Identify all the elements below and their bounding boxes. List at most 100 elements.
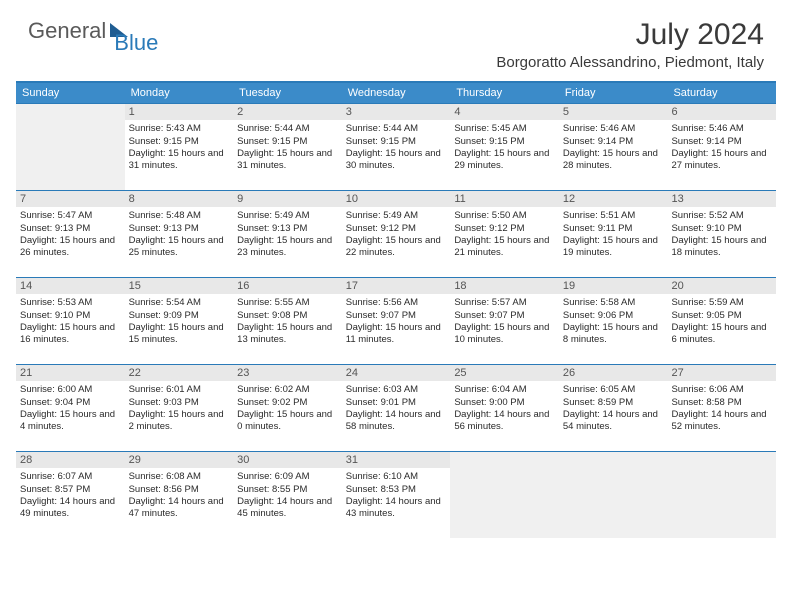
day-details: Sunrise: 5:48 AMSunset: 9:13 PMDaylight:… <box>129 210 230 259</box>
day-details: Sunrise: 6:03 AMSunset: 9:01 PMDaylight:… <box>346 384 447 433</box>
day-details: Sunrise: 5:49 AMSunset: 9:13 PMDaylight:… <box>237 210 338 259</box>
day-cell: 28 Sunrise: 6:07 AMSunset: 8:57 PMDayligh… <box>16 452 125 538</box>
day-details: Sunrise: 5:53 AMSunset: 9:10 PMDaylight:… <box>20 297 121 346</box>
day-number: 31 <box>342 452 451 468</box>
day-cell: 24 Sunrise: 6:03 AMSunset: 9:01 PMDayligh… <box>342 365 451 451</box>
day-cell: 31 Sunrise: 6:10 AMSunset: 8:53 PMDayligh… <box>342 452 451 538</box>
day-details: Sunrise: 5:49 AMSunset: 9:12 PMDaylight:… <box>346 210 447 259</box>
day-number: 12 <box>559 191 668 207</box>
day-cell: 2 Sunrise: 5:44 AMSunset: 9:15 PMDaylight… <box>233 104 342 190</box>
day-cell: 6 Sunrise: 5:46 AMSunset: 9:14 PMDaylight… <box>667 104 776 190</box>
day-details: Sunrise: 5:57 AMSunset: 9:07 PMDaylight:… <box>454 297 555 346</box>
day-details: Sunrise: 5:58 AMSunset: 9:06 PMDaylight:… <box>563 297 664 346</box>
day-details: Sunrise: 6:02 AMSunset: 9:02 PMDaylight:… <box>237 384 338 433</box>
week-row: 1 Sunrise: 5:43 AMSunset: 9:15 PMDaylight… <box>16 103 776 190</box>
day-number: 19 <box>559 278 668 294</box>
day-cell: 9 Sunrise: 5:49 AMSunset: 9:13 PMDaylight… <box>233 191 342 277</box>
day-cell: 5Sunrise: 5:46 AMSunset: 9:14 PMDaylight… <box>559 104 668 190</box>
day-number: 25 <box>450 365 559 381</box>
day-number: 6 <box>667 104 776 120</box>
day-number: 26 <box>559 365 668 381</box>
day-number: 1 <box>125 104 234 120</box>
day-cell: 21 Sunrise: 6:00 AMSunset: 9:04 PMDayligh… <box>16 365 125 451</box>
day-details: Sunrise: 6:00 AMSunset: 9:04 PMDaylight:… <box>20 384 121 433</box>
day-cell: 15 Sunrise: 5:54 AMSunset: 9:09 PMDayligh… <box>125 278 234 364</box>
weekday-header: Wednesday <box>342 83 451 103</box>
day-details: Sunrise: 5:46 AMSunset: 9:14 PMDaylight:… <box>671 123 772 172</box>
day-details: Sunrise: 5:52 AMSunset: 9:10 PMDaylight:… <box>671 210 772 259</box>
day-number: 29 <box>125 452 234 468</box>
day-cell: 23 Sunrise: 6:02 AMSunset: 9:02 PMDayligh… <box>233 365 342 451</box>
week-row: 7Sunrise: 5:47 AMSunset: 9:13 PMDaylight… <box>16 190 776 277</box>
day-cell: 11 Sunrise: 5:50 AMSunset: 9:12 PMDayligh… <box>450 191 559 277</box>
day-number: 23 <box>233 365 342 381</box>
day-cell: 20 Sunrise: 5:59 AMSunset: 9:05 PMDayligh… <box>667 278 776 364</box>
day-cell: 25 Sunrise: 6:04 AMSunset: 9:00 PMDayligh… <box>450 365 559 451</box>
week-row: 14Sunrise: 5:53 AMSunset: 9:10 PMDayligh… <box>16 277 776 364</box>
day-cell: 12Sunrise: 5:51 AMSunset: 9:11 PMDayligh… <box>559 191 668 277</box>
weekday-header: Sunday <box>16 83 125 103</box>
week-row: 28 Sunrise: 6:07 AMSunset: 8:57 PMDayligh… <box>16 451 776 538</box>
day-cell: 18 Sunrise: 5:57 AMSunset: 9:07 PMDayligh… <box>450 278 559 364</box>
day-number: 10 <box>342 191 451 207</box>
day-number: 11 <box>450 191 559 207</box>
day-details: Sunrise: 5:50 AMSunset: 9:12 PMDaylight:… <box>454 210 555 259</box>
weekday-header-row: SundayMondayTuesdayWednesdayThursdayFrid… <box>16 83 776 103</box>
day-details: Sunrise: 5:44 AMSunset: 9:15 PMDaylight:… <box>237 123 338 172</box>
day-cell: 10 Sunrise: 5:49 AMSunset: 9:12 PMDayligh… <box>342 191 451 277</box>
day-details: Sunrise: 6:01 AMSunset: 9:03 PMDaylight:… <box>129 384 230 433</box>
day-cell: 26 Sunrise: 6:05 AMSunset: 8:59 PMDayligh… <box>559 365 668 451</box>
day-cell: 4 Sunrise: 5:45 AMSunset: 9:15 PMDaylight… <box>450 104 559 190</box>
day-details: Sunrise: 5:43 AMSunset: 9:15 PMDaylight:… <box>129 123 230 172</box>
day-details: Sunrise: 6:06 AMSunset: 8:58 PMDaylight:… <box>671 384 772 433</box>
weekday-header: Tuesday <box>233 83 342 103</box>
day-details: Sunrise: 5:44 AMSunset: 9:15 PMDaylight:… <box>346 123 447 172</box>
day-details: Sunrise: 6:07 AMSunset: 8:57 PMDaylight:… <box>20 471 121 520</box>
day-number: 27 <box>667 365 776 381</box>
day-number: 9 <box>233 191 342 207</box>
day-details: Sunrise: 5:54 AMSunset: 9:09 PMDaylight:… <box>129 297 230 346</box>
day-number: 18 <box>450 278 559 294</box>
day-cell: 8 Sunrise: 5:48 AMSunset: 9:13 PMDaylight… <box>125 191 234 277</box>
day-details: Sunrise: 6:10 AMSunset: 8:53 PMDaylight:… <box>346 471 447 520</box>
day-number: 22 <box>125 365 234 381</box>
day-cell-empty <box>16 104 125 190</box>
day-details: Sunrise: 6:04 AMSunset: 9:00 PMDaylight:… <box>454 384 555 433</box>
title-block: July 2024 Borgoratto Alessandrino, Piedm… <box>496 18 764 71</box>
day-cell: 1 Sunrise: 5:43 AMSunset: 9:15 PMDaylight… <box>125 104 234 190</box>
day-number: 7 <box>16 191 125 207</box>
day-details: Sunrise: 6:09 AMSunset: 8:55 PMDaylight:… <box>237 471 338 520</box>
day-number: 13 <box>667 191 776 207</box>
day-number: 24 <box>342 365 451 381</box>
day-cell: 30 Sunrise: 6:09 AMSunset: 8:55 PMDayligh… <box>233 452 342 538</box>
day-number: 15 <box>125 278 234 294</box>
day-number: 4 <box>450 104 559 120</box>
day-cell: 14Sunrise: 5:53 AMSunset: 9:10 PMDayligh… <box>16 278 125 364</box>
weekday-header: Friday <box>559 83 668 103</box>
day-details: Sunrise: 5:59 AMSunset: 9:05 PMDaylight:… <box>671 297 772 346</box>
brand-blue: Blue <box>114 30 158 56</box>
day-details: Sunrise: 5:55 AMSunset: 9:08 PMDaylight:… <box>237 297 338 346</box>
day-number: 30 <box>233 452 342 468</box>
day-cell: 7Sunrise: 5:47 AMSunset: 9:13 PMDaylight… <box>16 191 125 277</box>
day-cell: 13 Sunrise: 5:52 AMSunset: 9:10 PMDayligh… <box>667 191 776 277</box>
day-number: 16 <box>233 278 342 294</box>
day-cell: 16 Sunrise: 5:55 AMSunset: 9:08 PMDayligh… <box>233 278 342 364</box>
day-details: Sunrise: 5:56 AMSunset: 9:07 PMDaylight:… <box>346 297 447 346</box>
day-number: 21 <box>16 365 125 381</box>
day-cell-empty <box>450 452 559 538</box>
header: General Blue July 2024 Borgoratto Alessa… <box>0 0 792 77</box>
weekday-header: Monday <box>125 83 234 103</box>
day-number: 28 <box>16 452 125 468</box>
day-details: Sunrise: 6:05 AMSunset: 8:59 PMDaylight:… <box>563 384 664 433</box>
location-subtitle: Borgoratto Alessandrino, Piedmont, Italy <box>496 54 764 71</box>
weekday-header: Saturday <box>667 83 776 103</box>
weekday-header: Thursday <box>450 83 559 103</box>
day-number: 8 <box>125 191 234 207</box>
day-cell-empty <box>559 452 668 538</box>
day-number: 17 <box>342 278 451 294</box>
day-details: Sunrise: 5:45 AMSunset: 9:15 PMDaylight:… <box>454 123 555 172</box>
day-number: 2 <box>233 104 342 120</box>
day-cell: 27 Sunrise: 6:06 AMSunset: 8:58 PMDayligh… <box>667 365 776 451</box>
day-number: 20 <box>667 278 776 294</box>
